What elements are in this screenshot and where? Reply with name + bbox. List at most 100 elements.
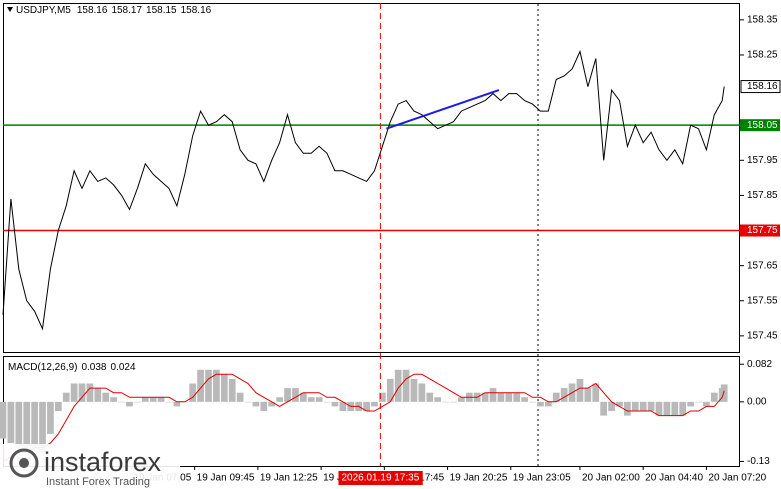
macd-bar <box>260 401 268 411</box>
macd-bar <box>513 392 521 402</box>
macd-bar <box>418 383 426 402</box>
macd-bar <box>521 397 528 402</box>
chart-header: USDJPY,M5 158.16 158.17 158.15 158.16 <box>16 5 212 16</box>
macd-bar <box>592 383 600 402</box>
macd-bar <box>213 369 220 402</box>
macd-bar <box>157 397 165 402</box>
macd-bar <box>703 401 710 407</box>
y-tick-label: 157.95 <box>747 155 778 166</box>
macd-bar <box>537 401 544 407</box>
macd-bar <box>134 401 141 403</box>
macd-bar <box>236 392 244 402</box>
level-box <box>740 119 780 132</box>
marker-label: 2026.01.19 17:35 <box>341 473 419 484</box>
macd-bar <box>0 401 7 439</box>
macd-title: MACD(12,26,9) <box>8 362 77 373</box>
macd-bar <box>671 401 679 416</box>
macd-bar <box>110 397 118 402</box>
last-price-label: 158.16 <box>747 81 778 92</box>
macd-bar <box>173 401 181 407</box>
macd-bar <box>78 383 86 402</box>
x-tick-label: 20 Jan 04:40 <box>645 473 703 484</box>
macd-bar <box>70 383 78 402</box>
macd-bar <box>584 388 592 402</box>
macd-bar <box>315 397 323 402</box>
macd-bar <box>23 401 31 448</box>
macd-bar <box>363 401 370 411</box>
y-tick-label: 158.35 <box>747 14 778 25</box>
level-label: 157.75 <box>747 225 778 236</box>
menu-triangle <box>7 7 13 12</box>
macd-bar <box>544 401 552 407</box>
y-tick-label: 157.55 <box>747 295 778 306</box>
macd-bar <box>62 392 70 402</box>
level-box <box>740 224 780 237</box>
macd-bar <box>529 401 536 403</box>
macd-bar <box>647 401 655 411</box>
macd-bar <box>284 388 291 402</box>
macd-bar <box>489 388 497 402</box>
macd-bar <box>252 401 260 407</box>
macd-bar <box>371 401 378 407</box>
macd-bar <box>141 397 149 402</box>
symbol: USDJPY,M5 <box>16 5 71 16</box>
y-tick-label: 157.85 <box>747 190 778 201</box>
macd-bar <box>631 401 639 411</box>
marker-box <box>338 471 423 485</box>
macd-bar <box>402 369 410 402</box>
macd-header: MACD(12,26,9) 0.038 0.024 <box>8 362 136 373</box>
macd-bar <box>426 392 434 402</box>
price-pane <box>3 3 740 353</box>
macd-y-tick-label: 0.082 <box>747 359 772 370</box>
y-tick-label: 157.45 <box>747 330 778 341</box>
macd-bar <box>31 401 38 448</box>
macd-bar <box>434 397 442 402</box>
ohlc-close: 158.16 <box>181 5 212 16</box>
watermark: instaforex Instant Forex Trading <box>0 444 180 489</box>
macd-bar <box>205 369 212 402</box>
logo-dot <box>19 458 29 468</box>
macd-bar <box>639 401 647 411</box>
macd-bar <box>710 392 718 402</box>
logo-ring <box>9 448 39 478</box>
macd-bar <box>268 401 276 407</box>
macd-bar <box>244 401 252 403</box>
y-tick-label: 157.65 <box>747 260 778 271</box>
x-tick-label: 20 Jan 07:20 <box>708 473 766 484</box>
macd-bar <box>276 397 283 402</box>
macd-bar <box>695 401 702 403</box>
macd-bar <box>655 401 663 416</box>
macd-bar <box>679 401 687 416</box>
macd-y-tick-label: -0.13 <box>747 456 770 467</box>
macd-bar <box>552 392 560 402</box>
macd-bar <box>720 384 728 402</box>
macd-bar <box>560 388 568 402</box>
macd-bar <box>94 388 102 402</box>
x-tick-label: 19 Jan 23:05 <box>513 473 571 484</box>
macd-bar <box>624 401 631 416</box>
macd-bar <box>386 378 394 402</box>
macd-bar <box>39 401 46 453</box>
macd-bar <box>505 392 513 402</box>
macd-bar <box>410 378 418 402</box>
macd-bar <box>600 401 608 416</box>
macd-bar <box>228 378 236 402</box>
macd-bar <box>292 388 299 402</box>
macd-value: 0.038 <box>81 362 106 373</box>
macd-bar <box>197 369 204 402</box>
watermark-brand: instaforex <box>44 447 162 477</box>
macd-bar <box>497 392 505 402</box>
macd-bar <box>608 401 615 411</box>
macd-bar <box>7 401 15 444</box>
y-tick-label: 158.25 <box>747 50 778 61</box>
macd-bar <box>394 369 402 402</box>
macd-bar <box>663 401 671 416</box>
macd-y-tick-label: 0.00 <box>747 396 767 407</box>
macd-bar <box>126 401 133 407</box>
plot-layer <box>0 3 740 466</box>
signal-value: 0.024 <box>111 362 136 373</box>
x-tick-label: 19 Jan 12:25 <box>260 473 318 484</box>
watermark-tagline: Instant Forex Trading <box>46 476 150 488</box>
signal-line <box>2 373 725 462</box>
